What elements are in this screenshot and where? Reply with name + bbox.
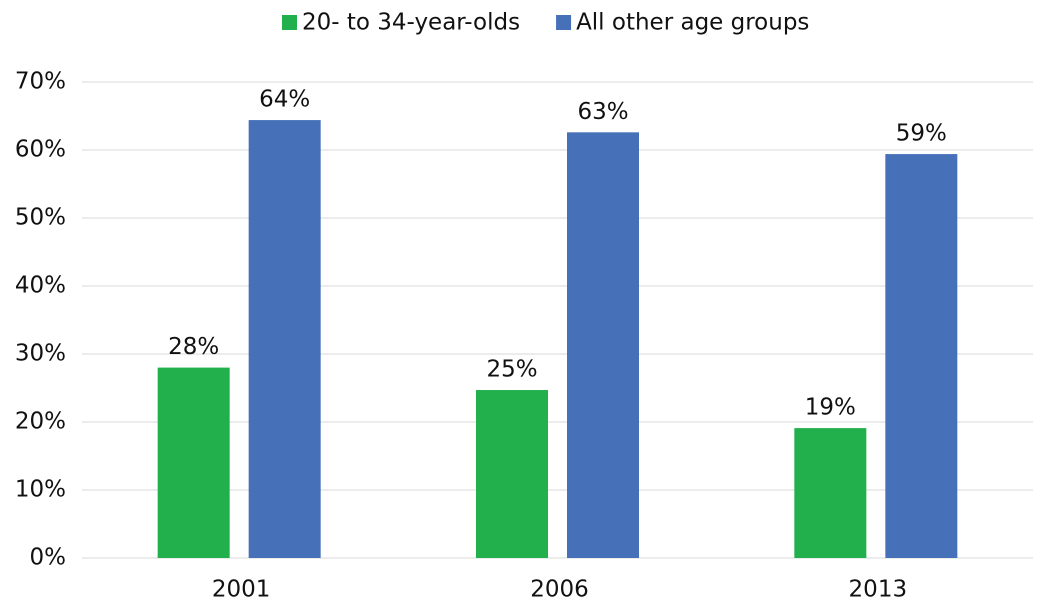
bar	[157, 367, 230, 558]
bar	[885, 154, 958, 558]
value-label: 19%	[805, 395, 856, 421]
legend-swatch	[556, 15, 572, 30]
y-tick-label: 30%	[15, 341, 66, 367]
y-tick-label: 50%	[15, 205, 66, 231]
legend-label: 20- to 34-year-olds	[302, 10, 520, 36]
value-label: 28%	[168, 334, 219, 360]
value-label: 25%	[486, 357, 537, 383]
y-tick-label: 40%	[15, 273, 66, 299]
bar	[567, 132, 639, 558]
bar	[794, 428, 867, 558]
y-tick-label: 70%	[15, 69, 66, 95]
bar	[248, 120, 321, 558]
y-tick-label: 0%	[30, 545, 67, 571]
x-tick-label: 2006	[530, 577, 589, 603]
y-tick-label: 20%	[15, 409, 66, 435]
x-tick-label: 2001	[212, 577, 271, 603]
bar	[476, 390, 548, 558]
value-label: 64%	[259, 87, 310, 113]
value-label: 59%	[896, 121, 947, 147]
value-label: 63%	[577, 99, 628, 125]
legend-label: All other age groups	[576, 10, 809, 36]
legend-swatch	[282, 15, 297, 30]
y-tick-label: 10%	[15, 477, 66, 503]
y-tick-label: 60%	[15, 137, 66, 163]
x-tick-label: 2013	[849, 577, 908, 603]
